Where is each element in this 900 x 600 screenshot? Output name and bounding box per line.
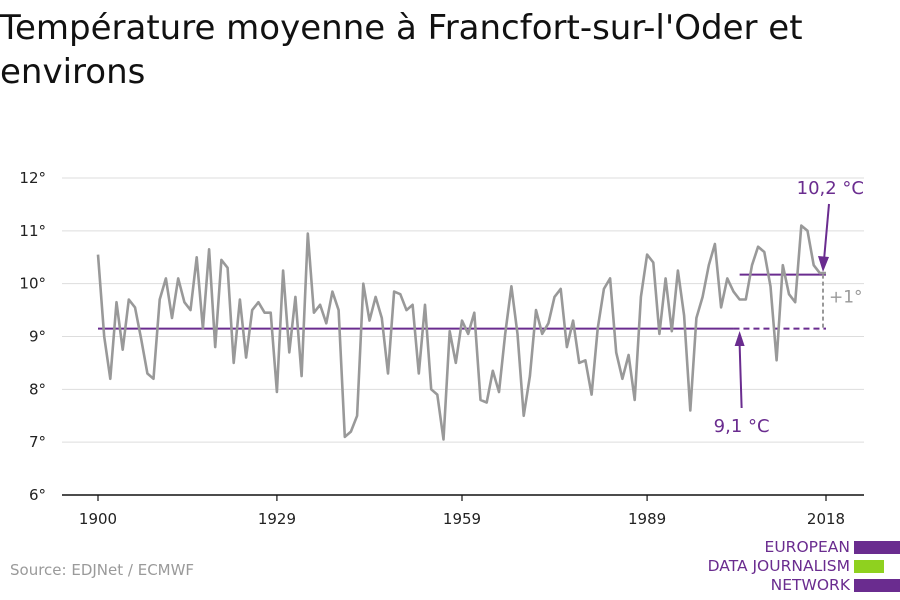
baseline-label: 9,1 °C — [714, 416, 770, 437]
logo-bar-green — [854, 560, 884, 573]
y-tick-label-7: 7° — [29, 433, 46, 451]
x-tick-label-1989: 1989 — [628, 510, 666, 528]
recent-mean-label: 10,2 °C — [797, 178, 864, 199]
series-layer — [96, 224, 826, 441]
chart-title: Température moyenne à Francfort-sur-l'Od… — [0, 8, 803, 92]
logo-line-data-journalism: DATA JOURNALISM — [707, 557, 850, 575]
y-tick-label-10: 10° — [19, 275, 46, 293]
y-tick-label-8: 8° — [29, 380, 46, 398]
x-axis: 1900 1929 1959 1989 2018 — [62, 494, 864, 528]
recent-arrow-head — [818, 256, 829, 272]
edjnet-logo[interactable]: EUROPEAN DATA JOURNALISM NETWORK — [640, 538, 900, 598]
logo-line-network: NETWORK — [770, 576, 850, 594]
difference-label: +1° — [829, 288, 863, 308]
baseline-arrow-head — [734, 331, 745, 346]
series-line-temperature — [96, 224, 826, 441]
grid-lines — [62, 177, 864, 443]
x-tick-label-1929: 1929 — [258, 510, 296, 528]
logo-bar-purple-bottom — [854, 579, 900, 592]
baseline-arrow-shaft — [738, 344, 743, 409]
y-tick-label-11: 11° — [19, 222, 46, 240]
x-tick-label-2018: 2018 — [807, 510, 845, 528]
x-tick-label-1900: 1900 — [79, 510, 117, 528]
y-axis-ticks: 6° 7° 8° 9° 10° 11° 12° — [19, 169, 46, 504]
recent-arrow-shaft — [823, 203, 830, 261]
logo-line-european: EUROPEAN — [764, 538, 850, 556]
x-tick-label-1959: 1959 — [443, 510, 481, 528]
source-note: Source: EDJNet / ECMWF — [10, 561, 195, 579]
y-tick-label-12: 12° — [19, 169, 46, 187]
logo-bar-purple-top — [854, 541, 900, 554]
y-tick-label-6: 6° — [29, 486, 46, 504]
y-tick-label-9: 9° — [29, 328, 46, 346]
annotations: +1° 10,2 °C 9,1 °C — [714, 178, 864, 437]
